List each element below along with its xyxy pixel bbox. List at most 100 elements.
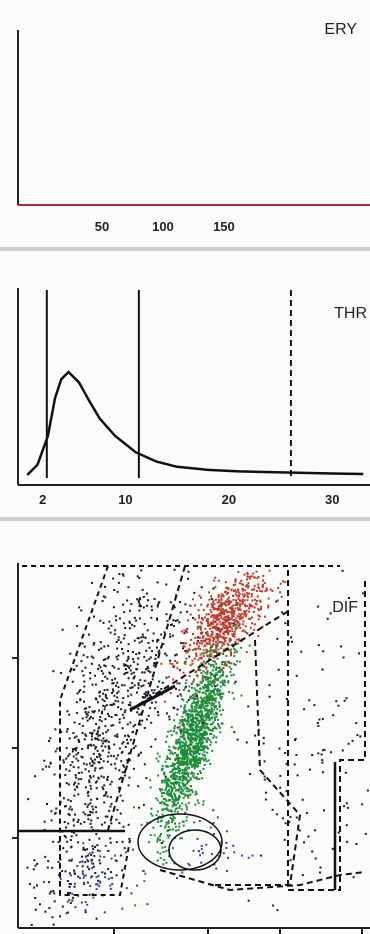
dif-point — [195, 706, 198, 709]
dif-point — [96, 817, 99, 820]
dif-point — [117, 667, 120, 670]
dif-point — [218, 670, 221, 673]
dif-point — [140, 605, 142, 608]
dif-point — [107, 751, 110, 754]
dif-point — [220, 640, 223, 643]
dif-point — [129, 664, 132, 667]
dif-point — [173, 768, 176, 771]
dif-point — [52, 670, 55, 673]
dif-point — [182, 671, 185, 674]
dif-point — [75, 753, 78, 756]
dif-point — [199, 759, 202, 762]
dif-point — [191, 598, 194, 601]
dif-point — [96, 844, 99, 847]
dif-point — [118, 778, 121, 780]
dif-point — [209, 655, 211, 658]
dif-point — [182, 647, 184, 650]
dif-point — [155, 814, 158, 817]
dif-point — [237, 642, 240, 645]
dif-point — [358, 652, 360, 655]
dif-point — [77, 778, 80, 781]
dif-point — [194, 756, 197, 759]
dif-point — [66, 840, 69, 843]
dif-point — [204, 678, 207, 681]
dif-point — [232, 622, 235, 625]
dif-point — [179, 778, 182, 781]
dif-point — [135, 653, 138, 656]
dif-point — [255, 590, 258, 592]
dif-point — [220, 605, 223, 608]
dif-point — [44, 855, 47, 858]
dif-point — [133, 625, 136, 628]
dif-point — [163, 773, 165, 776]
dif-point — [117, 690, 120, 693]
dif-point — [105, 731, 108, 734]
dif-point — [223, 681, 226, 684]
dif-point — [94, 846, 96, 848]
dif-point — [221, 674, 224, 677]
dif-point — [88, 633, 90, 636]
gate-bottom-curve — [159, 869, 366, 892]
dif-point — [80, 901, 83, 904]
dif-point — [98, 753, 101, 756]
dif-point — [84, 768, 87, 771]
dif-point — [121, 799, 124, 802]
dif-point — [173, 772, 175, 775]
dif-point — [226, 870, 228, 872]
dif-point — [271, 589, 274, 592]
dif-point — [116, 692, 118, 695]
dif-point — [193, 767, 196, 770]
dif-point — [91, 759, 94, 762]
dif-point — [185, 710, 188, 713]
dif-point — [221, 660, 224, 663]
dif-point — [236, 614, 239, 617]
dif-point — [65, 782, 68, 785]
dif-point — [173, 817, 176, 819]
dif-point — [76, 712, 79, 714]
dif-point — [174, 796, 177, 798]
dif-point — [130, 672, 133, 675]
dif-point — [166, 791, 169, 794]
dif-point — [117, 700, 120, 703]
dif-point — [206, 737, 209, 740]
dif-point — [206, 723, 209, 725]
dif-point — [207, 685, 209, 688]
dif-point — [222, 595, 225, 598]
dif-point — [258, 587, 261, 590]
dif-point — [226, 681, 229, 684]
dif-point — [196, 729, 199, 732]
dif-point — [154, 654, 157, 657]
dif-point — [160, 802, 163, 805]
dif-point — [82, 846, 85, 849]
dif-point — [164, 775, 167, 778]
thr-separator — [0, 517, 370, 521]
dif-point — [222, 612, 225, 615]
dif-point — [233, 635, 236, 638]
dif-point — [206, 673, 209, 676]
dif-point — [89, 885, 92, 887]
dif-point — [48, 892, 51, 895]
dif-point — [129, 704, 132, 707]
dif-point — [152, 826, 155, 829]
dif-point — [136, 711, 139, 714]
dif-point — [178, 794, 181, 797]
dif-point — [184, 662, 187, 665]
dif-panel: DIF — [12, 563, 370, 934]
dif-point — [164, 788, 167, 791]
dif-point — [98, 837, 101, 840]
dif-point — [59, 915, 62, 918]
dif-point — [232, 598, 235, 601]
dif-point — [230, 606, 233, 608]
dif-point — [212, 663, 215, 666]
dif-point — [201, 676, 204, 679]
dif-point — [74, 774, 77, 776]
dif-point — [200, 732, 203, 735]
dif-point — [110, 754, 113, 757]
dif-point — [87, 770, 90, 773]
dif-point — [199, 696, 202, 699]
dif-point — [95, 833, 98, 836]
dif-point — [204, 616, 206, 619]
dif-point — [89, 802, 92, 805]
dif-point — [116, 735, 119, 738]
dif-point — [196, 697, 199, 700]
